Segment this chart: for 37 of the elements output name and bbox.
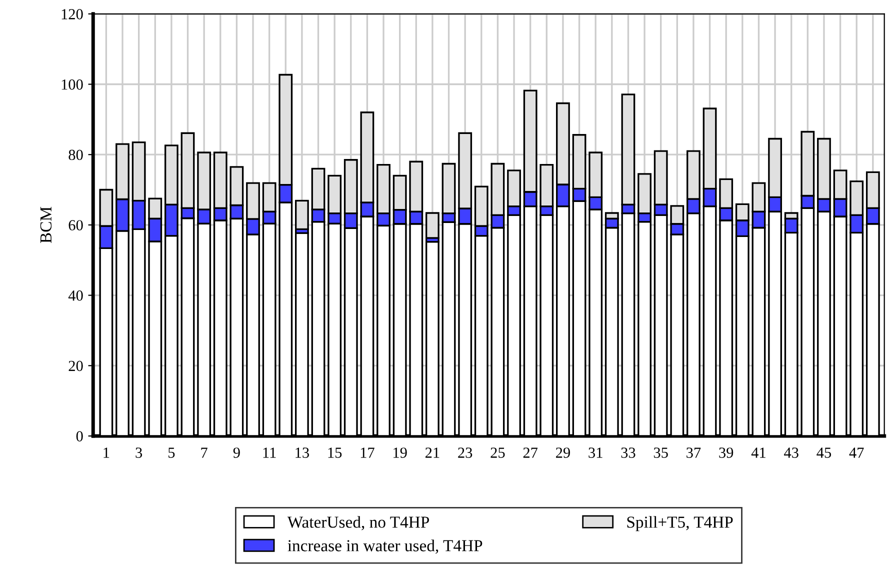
x-tick-label: 15 xyxy=(328,448,342,458)
x-tick-label: 5 xyxy=(168,448,175,458)
x-tick-label: 1 xyxy=(104,448,110,458)
x-tick-label: 27 xyxy=(523,448,538,458)
x-tick-label: 37 xyxy=(686,448,701,458)
x-tick-label: 7 xyxy=(201,448,208,458)
x-tick-label: 17 xyxy=(360,448,374,458)
x-tick-label: 25 xyxy=(490,448,505,458)
x-tick-label: 41 xyxy=(751,448,766,458)
y-axis-title: BCM xyxy=(40,206,52,243)
y-tick-label: 40 xyxy=(68,290,83,301)
x-tick-label: 9 xyxy=(233,448,240,458)
y-tick-label: 120 xyxy=(62,9,83,20)
x-tick-label: 29 xyxy=(556,448,570,458)
legend-label: WaterUsed, no T4HP xyxy=(287,516,430,530)
legend-label: increase in water used, T4HP xyxy=(288,540,482,554)
x-tick-label: 11 xyxy=(263,448,276,458)
y-tick-label: 60 xyxy=(68,220,83,230)
legend-label: Spill+T5, T4HP xyxy=(627,516,733,532)
x-tick-label: 13 xyxy=(296,448,309,458)
bar xyxy=(426,212,440,239)
x-tick-label: 23 xyxy=(458,448,472,458)
x-tick-label: 43 xyxy=(784,448,798,458)
x-tick-label: 45 xyxy=(816,448,832,458)
y-tick-label: 80 xyxy=(68,150,83,160)
x-tick-label: 33 xyxy=(621,448,636,458)
y-tick-label: 20 xyxy=(68,360,83,372)
x-tick-label: 3 xyxy=(136,448,142,458)
x-tick-label: 35 xyxy=(654,448,668,458)
x-tick-label: 19 xyxy=(394,448,407,458)
x-tick-label: 21 xyxy=(425,448,440,458)
x-tick-label: 39 xyxy=(719,448,734,458)
y-tick-label: 100 xyxy=(62,79,83,90)
x-tick-label: 47 xyxy=(849,448,864,458)
bar xyxy=(294,200,309,230)
y-tick-label: 0 xyxy=(76,431,83,442)
x-tick-label: 31 xyxy=(588,448,602,458)
